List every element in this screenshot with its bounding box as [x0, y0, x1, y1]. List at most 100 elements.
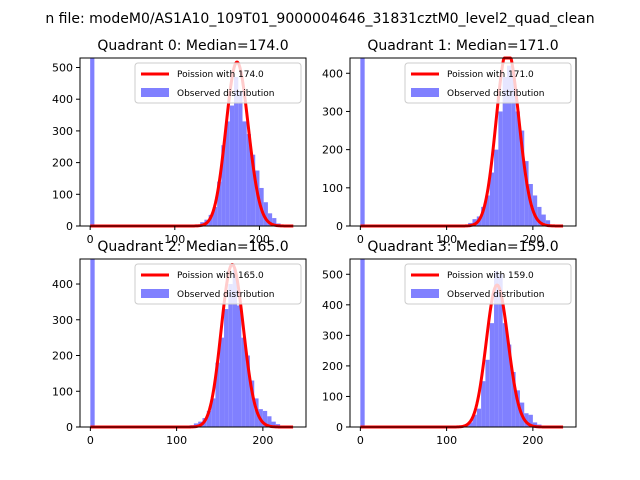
hist-bar-5 — [481, 381, 486, 427]
hist-bar-14 — [245, 355, 250, 427]
y-tick-label: 300 — [322, 329, 343, 342]
hist-bar-6 — [489, 172, 495, 226]
y-tick-label: 400 — [322, 299, 343, 312]
legend-box — [134, 62, 302, 104]
hist-bar-8 — [494, 271, 499, 427]
hist-bar-9 — [502, 77, 507, 226]
y-tick-label: 100 — [52, 385, 73, 398]
x-tick-label: 100 — [164, 233, 185, 246]
hist-bar-0 — [90, 259, 95, 427]
axes-frame — [79, 258, 307, 428]
hist-bar-7 — [494, 149, 499, 226]
legend-label-observed: Observed distribution — [177, 290, 274, 300]
legend-bar-swatch — [411, 289, 439, 298]
hist-bar-12 — [515, 111, 520, 226]
y-tick-label: 100 — [322, 390, 343, 403]
y-tick-label: 0 — [66, 421, 73, 434]
y-tick-label: 0 — [336, 421, 343, 434]
hist-bar-2 — [468, 422, 473, 427]
legend-bar-swatch — [411, 88, 439, 97]
x-tick-label: 0 — [357, 434, 364, 447]
hist-bar-0 — [360, 58, 365, 226]
histogram-bars — [360, 58, 551, 227]
hist-bar-12 — [236, 305, 242, 427]
subplot-2: 0 100 200 0 100 200 300 400 Quadrant 2: Median=1… — [52, 239, 307, 447]
legend-label-observed: Observed distribution — [447, 89, 544, 99]
hist-bar-10 — [506, 65, 512, 227]
y-tick-label: 200 — [322, 360, 343, 373]
hist-bar-3 — [472, 414, 477, 427]
subplot-1: 0 100 200 0 100 200 300 400 Quadrant 1: Median=1… — [322, 38, 577, 246]
subplot-title: Quadrant 3: Median=159.0 — [367, 239, 558, 255]
hist-bar-14 — [524, 161, 529, 226]
hist-bar-16 — [532, 195, 538, 226]
y-tick-label: 100 — [52, 188, 73, 201]
hist-bar-6 — [485, 359, 490, 427]
hist-bar-4 — [481, 206, 486, 226]
legend: Poission with 174.0 Observed distribution — [134, 62, 302, 104]
hist-bar-0 — [360, 259, 365, 427]
hist-bar-10 — [228, 284, 233, 427]
hist-bar-6 — [211, 398, 216, 427]
hist-bar-14 — [250, 154, 256, 226]
legend-label-observed: Observed distribution — [447, 290, 544, 300]
hist-bar-10 — [234, 77, 239, 227]
y-tick-label: 100 — [322, 182, 343, 195]
y-tick-label: 400 — [322, 67, 343, 80]
hist-bar-7 — [215, 362, 220, 427]
legend-box — [404, 62, 572, 104]
x-tick-label: 200 — [249, 233, 270, 246]
hist-bar-18 — [267, 213, 273, 226]
x-tick-label: 200 — [522, 434, 543, 447]
hist-bar-12 — [511, 372, 516, 427]
hist-bar-15 — [249, 380, 255, 427]
hist-bar-13 — [246, 134, 251, 226]
hist-bar-0 — [90, 58, 95, 226]
legend: Poission with 171.0 Observed distribution — [404, 62, 572, 104]
hist-bar-11 — [232, 269, 237, 427]
y-tick-label: 400 — [52, 93, 73, 106]
hist-bar-8 — [219, 337, 225, 427]
hist-bar-17 — [263, 202, 268, 226]
y-tick-label: 0 — [66, 220, 73, 233]
legend-label-poisson: Poission with 159.0 — [447, 271, 534, 281]
y-tick-label: 500 — [52, 62, 73, 75]
hist-bar-19 — [272, 218, 277, 226]
hist-bar-16 — [528, 414, 533, 427]
subplot-title: Quadrant 1: Median=171.0 — [367, 38, 558, 54]
y-tick-label: 200 — [52, 157, 73, 170]
hist-bar-8 — [498, 111, 503, 226]
subplot-grid: 0 100 200 0 100 200 300 400 500 Quadrant 0: Media… — [52, 38, 577, 447]
hist-bar-11 — [506, 344, 512, 427]
poisson-curve — [359, 283, 564, 429]
subplot-title: Quadrant 2: Median=165.0 — [97, 239, 288, 255]
y-tick-label: 200 — [52, 350, 73, 363]
hist-bar-6 — [217, 181, 222, 226]
y-tick-label: 300 — [52, 314, 73, 327]
hist-bar-17 — [537, 206, 542, 226]
x-tick-label: 100 — [436, 434, 457, 447]
x-tick-label: 100 — [166, 434, 187, 447]
axes-frame — [349, 57, 577, 227]
hist-bar-11 — [511, 73, 516, 226]
legend: Poission with 165.0 Observed distribution — [134, 263, 302, 305]
legend-label-poisson: Poission with 174.0 — [177, 70, 264, 80]
legend-bar-swatch — [141, 289, 169, 298]
hist-bar-8 — [225, 121, 230, 226]
legend-label-observed: Observed distribution — [177, 89, 274, 99]
hist-bar-4 — [208, 214, 213, 226]
hist-bar-20 — [271, 421, 276, 427]
subplot-3: 0 100 200 0 100 200 300 400 500 Quadrant 3: Media… — [322, 239, 577, 447]
hist-bar-11 — [238, 91, 243, 226]
hist-bar-4 — [476, 408, 482, 427]
hist-bar-5 — [206, 410, 212, 427]
hist-bar-5 — [212, 206, 218, 226]
y-tick-label: 300 — [322, 105, 343, 118]
y-tick-label: 0 — [336, 220, 343, 233]
hist-bar-9 — [498, 274, 503, 427]
y-tick-label: 500 — [322, 268, 343, 281]
hist-bar-17 — [532, 422, 538, 427]
legend-box — [134, 263, 302, 305]
hist-bar-13 — [519, 130, 525, 226]
